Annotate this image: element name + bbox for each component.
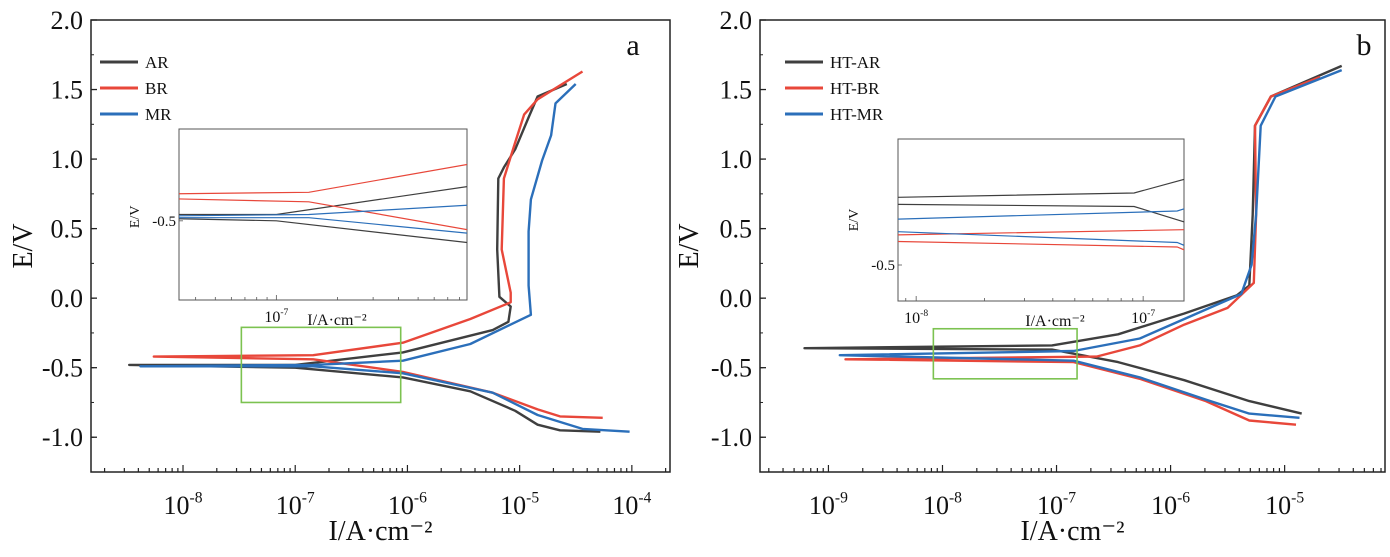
inset-y-tick-label: -0.5: [152, 214, 176, 230]
x-tick-label: 10-5: [1265, 489, 1304, 520]
y-tick-label: 0.0: [51, 284, 84, 313]
plot-frame: [90, 19, 671, 473]
x-tick-label-exponent: -7: [1063, 489, 1076, 506]
x-tick-label-base: 10: [923, 491, 949, 520]
x-tick-label-exponent: -5: [1291, 489, 1304, 506]
x-tick-label-base: 10: [809, 491, 835, 520]
inset-frame-bg: [897, 138, 1185, 302]
y-tick-label: 1.5: [51, 76, 84, 105]
y-tick-label: 1.0: [51, 145, 84, 174]
inset-y-axis-title: E/V: [847, 209, 862, 232]
y-tick-label: 0.5: [720, 215, 753, 244]
y-tick-label: 1.0: [720, 145, 753, 174]
x-tick-label: 10-9: [809, 489, 848, 520]
legend-label-ht-ar: HT-AR: [830, 53, 881, 72]
y-tick-label: -1.0: [711, 423, 752, 452]
inset-x-tick-label: 10-7: [1131, 308, 1155, 327]
x-axis-title: I/A·cm⁻²: [1020, 516, 1124, 547]
inset-x-tick-label: 10-8: [904, 308, 928, 327]
x-tick-label-base: 10: [276, 491, 302, 520]
x-tick-label-base: 10: [1151, 491, 1177, 520]
legend-label-ht-mr: HT-MR: [830, 105, 884, 124]
x-tick-label: 10-8: [164, 489, 203, 520]
x-tick-label-base: 10: [612, 491, 638, 520]
y-tick-label: 0.0: [720, 284, 753, 313]
x-tick-label-exponent: -6: [414, 489, 427, 506]
inset-x-axis-title: I/A·cm⁻²: [1025, 313, 1085, 330]
x-tick-label-base: 10: [1265, 491, 1291, 520]
y-tick-label: -0.5: [711, 354, 752, 383]
inset-x-tick-label-base: 10: [1131, 310, 1147, 327]
series-line-mr: [139, 83, 630, 433]
x-tick-label: 10-8: [923, 489, 962, 520]
series-line-ht-br: [844, 75, 1321, 426]
x-tick-label-exponent: -7: [302, 489, 315, 506]
x-tick-label-exponent: -8: [949, 489, 962, 506]
y-tick-label: -1.0: [42, 423, 83, 452]
inset-x-axis-title: I/A·cm⁻²: [307, 312, 367, 329]
inset-x-tick-label-exponent: -8: [920, 308, 928, 319]
inset-x-tick-label-base: 10: [904, 310, 920, 327]
inset-x-tick-label-exponent: -7: [1147, 308, 1155, 319]
x-tick-label: 10-7: [1037, 489, 1076, 520]
x-tick-label-exponent: -4: [638, 489, 651, 506]
inset-x-tick-label-exponent: -7: [280, 307, 288, 318]
inset-x-tick-label-base: 10: [264, 309, 280, 326]
y-tick-label: -0.5: [42, 354, 83, 383]
legend-label-br: BR: [145, 79, 168, 98]
x-tick-label-base: 10: [388, 491, 414, 520]
zoom-region-box: [240, 326, 402, 404]
y-tick-label: 1.5: [720, 76, 753, 105]
legend-label-ht-br: HT-BR: [830, 79, 880, 98]
x-tick-label: 10-6: [388, 489, 427, 520]
x-tick-label-exponent: -5: [526, 489, 539, 506]
y-tick-label: 2.0: [720, 6, 753, 35]
x-tick-label: 10-7: [276, 489, 315, 520]
legend-label-mr: MR: [145, 105, 172, 124]
legend: HT-AR HT-BR HT-MR: [785, 53, 884, 124]
panel-letter: b: [1357, 29, 1372, 62]
zoom-region-box: [932, 327, 1078, 380]
chart-panel-b: -1.0-0.50.00.51.01.52.010-9 10-8 10-7 10-6 1…: [674, 6, 1386, 547]
x-tick-label-exponent: -6: [1177, 489, 1190, 506]
chart-panel-a: -1.0-0.50.00.51.01.52.010-8 10-7 10-6 10-5 1…: [8, 6, 671, 547]
x-tick-label-base: 10: [1037, 491, 1063, 520]
x-tick-label: 10-5: [500, 489, 539, 520]
inset-plot: 10-8 10-7-0.5I/A·cm⁻²E/V: [847, 138, 1185, 330]
x-axis-title: I/A·cm⁻²: [328, 516, 432, 547]
x-tick-label-base: 10: [500, 491, 526, 520]
inset-y-tick-label: -0.5: [871, 258, 895, 274]
y-axis-title: E/V: [674, 223, 705, 268]
x-tick-label-exponent: -9: [835, 489, 848, 506]
inset-x-tick-label: 10-7: [264, 307, 288, 326]
x-tick-label-base: 10: [164, 491, 190, 520]
y-tick-label: 0.5: [51, 215, 84, 244]
x-tick-label: 10-4: [612, 489, 651, 520]
legend-label-ar: AR: [145, 53, 169, 72]
panel-letter: a: [626, 29, 639, 62]
inset-plot: 10-7 -0.5 I/A·cm⁻² E/V: [128, 128, 468, 329]
x-tick-label-exponent: -8: [190, 489, 203, 506]
x-tick-label: 10-6: [1151, 489, 1190, 520]
legend: AR BR MR: [100, 53, 172, 124]
plot-frame: [759, 19, 1386, 473]
series-line-ht-mr: [838, 68, 1343, 419]
y-axis-title: E/V: [8, 223, 39, 268]
inset-y-axis-title: E/V: [128, 206, 143, 229]
y-tick-label: 2.0: [51, 6, 84, 35]
